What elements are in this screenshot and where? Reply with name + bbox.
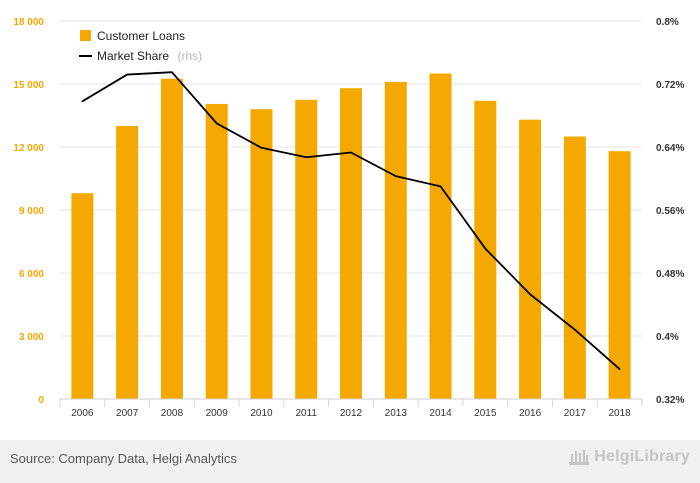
y-tick-left-label: 3 000: [19, 332, 44, 343]
bar-2016: [519, 119, 542, 399]
x-tick-label: 2010: [250, 408, 273, 419]
market-share-point-2018: [618, 368, 621, 370]
market-share-point-2012: [350, 151, 352, 154]
x-tick-label: 2015: [474, 408, 497, 419]
x-tick-label: 2014: [429, 408, 452, 419]
x-tick-label: 2016: [519, 408, 542, 419]
bar-2015: [474, 100, 497, 400]
bar-2017: [563, 136, 586, 399]
market-share-point-2010: [260, 146, 263, 149]
chart: 0 0.32% 3 000 0.4% 6 000 0.48% 9 000 0.56% 12 00…: [13, 17, 684, 419]
legend: Customer Loans Market Share (rhs): [79, 29, 202, 64]
market-share-point-2006: [81, 100, 84, 103]
bar-2010: [250, 109, 273, 399]
y-tick-left-label: 12 000: [13, 143, 44, 154]
bar-2012: [340, 88, 362, 399]
market-share-point-2014: [439, 185, 442, 188]
y-tick-left-label: 6 000: [19, 269, 44, 280]
x-tick-label: 2011: [295, 408, 317, 419]
bar-2013: [384, 81, 407, 400]
y-tick-left-label: 9 000: [19, 206, 44, 217]
y-tick-right-label: 0.32%: [656, 395, 684, 406]
bar-2007: [116, 126, 139, 399]
bar-2009: [205, 103, 228, 399]
x-tick-label: 2018: [608, 408, 631, 419]
x-tick-label: 2006: [71, 408, 94, 419]
y-tick-left-label: 15 000: [13, 80, 44, 91]
bar-2006: [71, 193, 94, 399]
market-share-point-2007: [126, 73, 128, 76]
y-tick-right-label: 0.64%: [656, 143, 684, 154]
market-share-point-2009: [215, 122, 218, 125]
x-tick-label: 2008: [161, 408, 184, 419]
bar-2018: [608, 151, 631, 399]
market-share-point-2011: [305, 156, 308, 159]
x-tick-label: 2012: [340, 408, 363, 419]
market-share-point-2017: [574, 328, 576, 331]
footer: Source: Company Data, Helgi Analytics He…: [0, 440, 700, 483]
y-tick-left-label: 0: [38, 395, 44, 406]
source-note: Source: Company Data, Helgi Analytics: [10, 451, 237, 466]
axes: 0 0.32% 3 000 0.4% 6 000 0.48% 9 000 0.56% 12 00…: [13, 17, 684, 419]
bar-series-customer-loans: [71, 73, 631, 400]
y-tick-right-label: 0.48%: [656, 269, 684, 280]
market-share-point-2013: [394, 175, 397, 177]
x-tick-label: 2007: [116, 408, 139, 419]
market-share-point-2008: [171, 71, 173, 73]
legend-label-customer-loans: Customer Loans: [97, 29, 185, 43]
x-tick-label: 2009: [206, 408, 229, 419]
x-tick-label: 2013: [385, 408, 408, 419]
bar-2014: [429, 73, 452, 399]
y-tick-right-label: 0.56%: [656, 206, 684, 217]
y-tick-right-label: 0.4%: [656, 332, 679, 343]
library-building-icon: [569, 450, 590, 465]
bar-2008: [160, 78, 183, 399]
x-tick-label: 2017: [564, 408, 587, 419]
market-share-point-2016: [529, 293, 531, 296]
y-tick-right-label: 0.72%: [656, 80, 684, 91]
logo-text: HelgiLibrary: [594, 448, 690, 465]
legend-swatch-customer-loans: [80, 30, 91, 41]
legend-label-market-share: Market Share (rhs): [97, 47, 202, 64]
bar-2011: [295, 99, 318, 399]
y-tick-left-label: 18 000: [13, 17, 44, 28]
market-share-point-2015: [484, 247, 487, 250]
helgi-library-logo: HelgiLibrary: [568, 448, 690, 466]
line-series-market-share: [81, 71, 621, 370]
y-tick-right-label: 0.8%: [656, 17, 679, 28]
